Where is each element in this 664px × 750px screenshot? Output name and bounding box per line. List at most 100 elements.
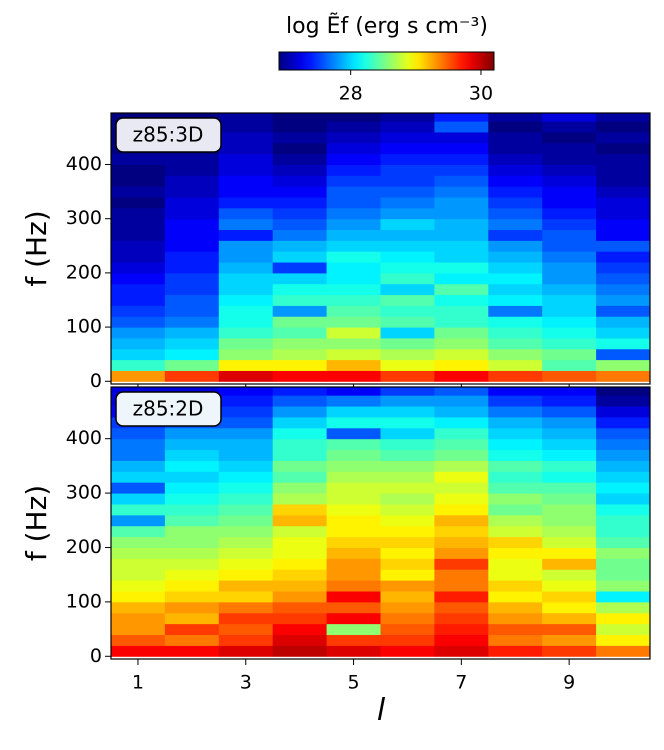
heatmap-cell bbox=[542, 427, 597, 440]
plot-frame bbox=[110, 386, 651, 660]
heatmap-cell bbox=[380, 503, 435, 516]
heatmap-cell bbox=[596, 580, 650, 592]
heatmap-cell bbox=[326, 337, 381, 350]
heatmap-cell bbox=[596, 406, 650, 418]
heatmap-cell bbox=[326, 283, 381, 296]
heatmap-cell bbox=[596, 569, 650, 581]
heatmap-cell bbox=[596, 207, 650, 220]
heatmap-cell bbox=[380, 218, 435, 231]
heatmap-cell bbox=[380, 197, 435, 209]
heatmap-cell bbox=[380, 327, 435, 339]
heatmap-cell bbox=[326, 207, 381, 220]
heatmap-cell bbox=[434, 503, 489, 516]
heatmap-cell bbox=[111, 175, 166, 187]
heatmap-cell bbox=[272, 569, 328, 581]
heatmap-cell bbox=[272, 327, 328, 339]
heatmap-cell bbox=[218, 164, 274, 176]
heatmap-cell bbox=[542, 438, 597, 451]
heatmap-cell bbox=[218, 623, 274, 636]
heatmap-cell bbox=[218, 569, 274, 581]
heatmap-cell bbox=[380, 612, 435, 625]
heatmap-cell bbox=[542, 395, 597, 407]
heatmap-cell bbox=[111, 218, 166, 231]
heatmap-cell bbox=[111, 536, 166, 548]
heatmap-cell bbox=[542, 153, 597, 165]
heatmap-cell bbox=[488, 612, 543, 625]
heatmap-cell bbox=[596, 547, 650, 559]
heatmap-cell bbox=[380, 387, 435, 396]
heatmap-cell bbox=[218, 197, 274, 209]
heatmap-cell bbox=[111, 612, 166, 625]
heatmap-cell bbox=[111, 427, 166, 440]
heatmap-cell bbox=[164, 503, 220, 516]
heatmap-cell bbox=[164, 229, 220, 241]
heatmap-cell bbox=[218, 612, 274, 625]
heatmap-cell bbox=[542, 251, 597, 263]
heatmap-cell bbox=[111, 337, 166, 350]
heatmap-cell bbox=[434, 283, 489, 296]
heatmap-cell bbox=[272, 406, 328, 418]
heatmap-cell bbox=[596, 536, 650, 548]
heatmap-cell bbox=[326, 558, 381, 570]
heatmap-cell bbox=[218, 395, 274, 407]
heatmap-cell bbox=[434, 612, 489, 625]
heatmap-cell bbox=[164, 294, 220, 306]
heatmap-cell bbox=[380, 514, 435, 527]
heatmap-cell bbox=[218, 240, 274, 252]
panel-label: z85:3D bbox=[133, 123, 204, 147]
heatmap-cell bbox=[218, 460, 274, 472]
heatmap-cell bbox=[326, 569, 381, 581]
heatmap-cell bbox=[542, 218, 597, 231]
heatmap-cell bbox=[488, 283, 543, 296]
x-tick-label: 5 bbox=[348, 672, 360, 694]
heatmap-cell bbox=[164, 482, 220, 494]
heatmap-cell bbox=[596, 186, 650, 198]
heatmap-cell bbox=[111, 197, 166, 209]
heatmap-cell bbox=[380, 283, 435, 296]
heatmap-cell bbox=[326, 316, 381, 328]
heatmap-cell bbox=[326, 645, 381, 657]
heatmap-cell bbox=[218, 471, 274, 483]
heatmap-cell bbox=[596, 514, 650, 527]
heatmap-cell bbox=[434, 547, 489, 559]
heatmap-cell bbox=[164, 251, 220, 263]
heatmap-cell bbox=[542, 131, 597, 144]
heatmap-cell bbox=[596, 493, 650, 505]
heatmap-cell bbox=[542, 197, 597, 209]
heatmap-cell bbox=[488, 175, 543, 187]
heatmap-cell bbox=[326, 294, 381, 306]
heatmap-cell bbox=[380, 601, 435, 614]
x-tick-label: 7 bbox=[455, 672, 467, 694]
heatmap-cell bbox=[272, 482, 328, 494]
heatmap-cell bbox=[380, 186, 435, 198]
heatmap-cell bbox=[218, 175, 274, 187]
heatmap-cell bbox=[434, 305, 489, 317]
heatmap-cell bbox=[326, 240, 381, 252]
heatmap-cell bbox=[596, 623, 650, 636]
heatmap-cell bbox=[596, 612, 650, 625]
heatmap-cell bbox=[272, 438, 328, 451]
heatmap-cell bbox=[164, 580, 220, 592]
heatmap-cell bbox=[164, 514, 220, 527]
heatmap-cell bbox=[218, 493, 274, 505]
heatmap-cell bbox=[542, 634, 597, 646]
heatmap-cell bbox=[596, 113, 650, 122]
heatmap-cell bbox=[272, 645, 328, 657]
heatmap-cell bbox=[434, 427, 489, 440]
heatmap-cell bbox=[542, 370, 597, 382]
heatmap-cell bbox=[326, 142, 381, 155]
y-tick-label: 100 bbox=[66, 590, 102, 612]
heatmap-cell bbox=[542, 503, 597, 516]
heatmap-cell bbox=[164, 283, 220, 296]
heatmap-cell bbox=[488, 370, 543, 382]
heatmap-cell bbox=[111, 482, 166, 494]
heatmap-cell bbox=[164, 207, 220, 220]
heatmap-cell bbox=[272, 547, 328, 559]
heatmap-cell bbox=[596, 153, 650, 165]
heatmap-cell bbox=[434, 416, 489, 429]
heatmap-cell bbox=[488, 153, 543, 165]
heatmap-cell bbox=[542, 471, 597, 483]
heatmap-cell bbox=[380, 294, 435, 306]
heatmap-cell bbox=[218, 580, 274, 592]
heatmap-cell bbox=[434, 240, 489, 252]
